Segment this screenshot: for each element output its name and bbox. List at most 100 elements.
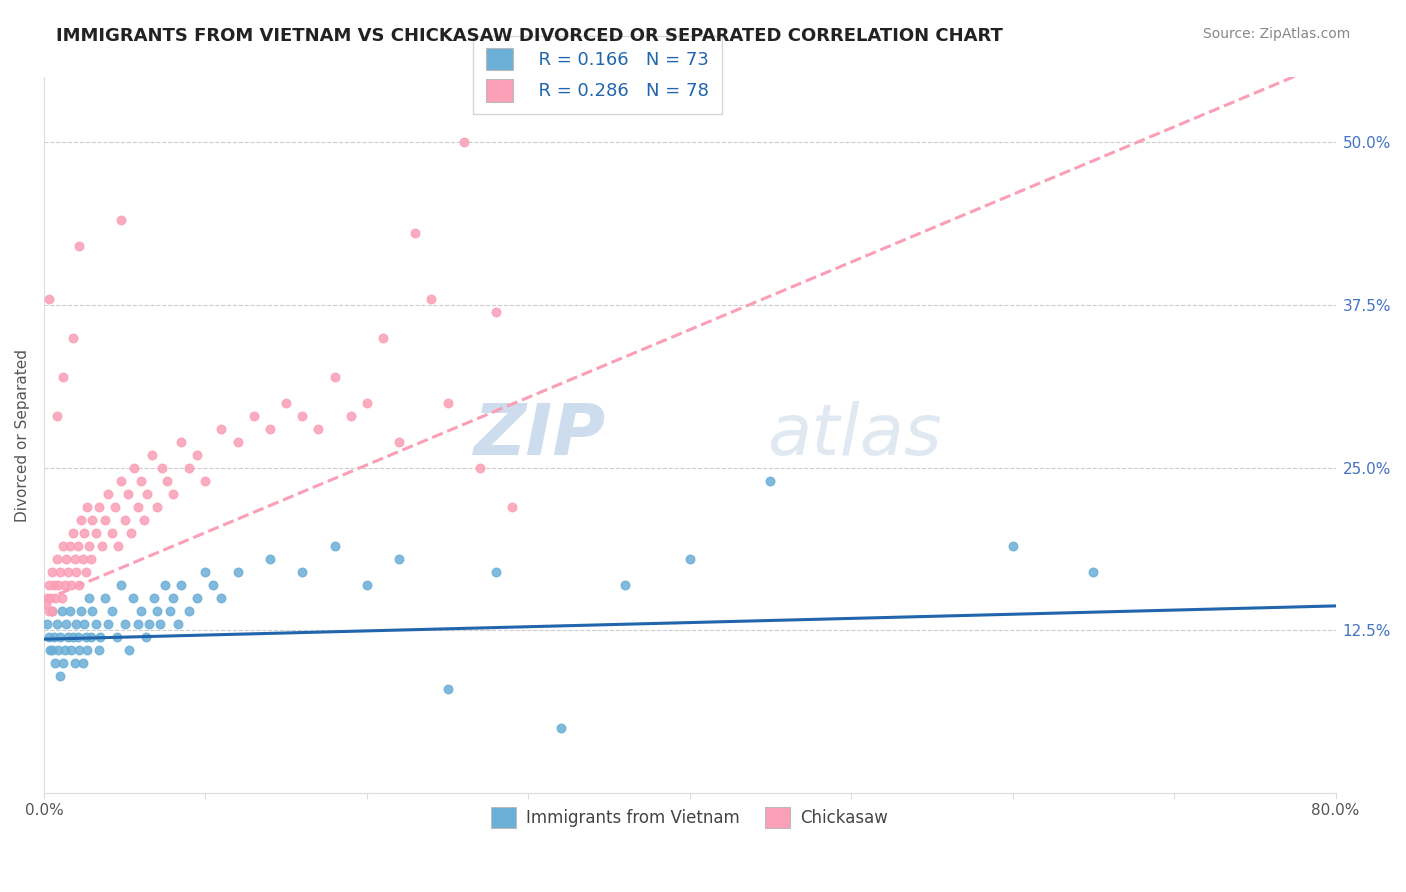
Point <box>53 577 76 591</box>
Point <box>141 448 163 462</box>
Point <box>1083 565 1105 579</box>
Point <box>94 512 117 526</box>
Point <box>45 551 67 566</box>
Point <box>162 591 184 605</box>
Point <box>179 460 201 475</box>
Point <box>77 591 100 605</box>
Point <box>53 642 76 657</box>
Point <box>614 577 637 591</box>
Point <box>110 474 132 488</box>
Point <box>501 500 523 514</box>
Point <box>274 395 297 409</box>
Point <box>211 591 233 605</box>
Point <box>153 577 176 591</box>
Point <box>94 591 117 605</box>
Point <box>38 292 60 306</box>
Point <box>49 565 72 579</box>
Point <box>129 604 152 618</box>
Point <box>100 604 122 618</box>
Point <box>124 460 146 475</box>
Point <box>77 539 100 553</box>
Point <box>45 616 67 631</box>
Point <box>127 616 149 631</box>
Point <box>84 525 107 540</box>
Point <box>243 409 266 423</box>
Point <box>107 539 129 553</box>
Point <box>118 642 141 657</box>
Point <box>117 486 139 500</box>
Legend: Immigrants from Vietnam, Chickasaw: Immigrants from Vietnam, Chickasaw <box>485 801 894 834</box>
Point <box>49 630 72 644</box>
Point <box>44 656 66 670</box>
Point <box>100 525 122 540</box>
Point <box>259 551 281 566</box>
Point <box>60 642 83 657</box>
Point <box>132 512 155 526</box>
Point <box>105 630 128 644</box>
Point <box>49 668 72 682</box>
Point <box>63 656 86 670</box>
Point <box>65 616 87 631</box>
Point <box>76 500 98 514</box>
Point <box>34 597 56 611</box>
Point <box>149 616 172 631</box>
Point <box>67 577 90 591</box>
Point <box>120 525 142 540</box>
Point <box>453 136 475 150</box>
Point <box>65 565 87 579</box>
Point <box>339 409 361 423</box>
Point <box>155 474 177 488</box>
Point <box>114 616 136 631</box>
Point <box>59 604 82 618</box>
Point <box>39 591 62 605</box>
Point <box>150 460 173 475</box>
Point <box>194 565 217 579</box>
Point <box>45 409 67 423</box>
Point <box>211 421 233 435</box>
Point <box>52 656 75 670</box>
Point <box>87 500 110 514</box>
Point <box>356 395 378 409</box>
Point <box>75 565 97 579</box>
Point <box>138 616 160 631</box>
Point <box>66 539 89 553</box>
Point <box>114 512 136 526</box>
Point <box>129 474 152 488</box>
Point <box>226 565 249 579</box>
Point <box>104 500 127 514</box>
Point <box>121 591 143 605</box>
Point <box>291 565 314 579</box>
Point <box>226 434 249 449</box>
Point <box>60 577 83 591</box>
Point <box>80 551 103 566</box>
Point <box>72 551 94 566</box>
Point <box>70 604 93 618</box>
Point <box>1001 539 1024 553</box>
Point <box>38 604 60 618</box>
Point <box>136 486 159 500</box>
Point <box>67 642 90 657</box>
Point <box>42 630 65 644</box>
Point <box>159 604 181 618</box>
Point <box>404 227 426 241</box>
Point <box>72 656 94 670</box>
Point <box>170 577 193 591</box>
Point <box>75 630 97 644</box>
Point <box>307 421 329 435</box>
Point <box>420 292 443 306</box>
Point <box>55 551 77 566</box>
Point <box>76 642 98 657</box>
Point <box>82 512 104 526</box>
Point <box>436 681 458 696</box>
Point <box>62 525 84 540</box>
Point <box>186 448 208 462</box>
Point <box>82 604 104 618</box>
Point <box>44 591 66 605</box>
Point <box>38 630 60 644</box>
Point <box>87 642 110 657</box>
Point <box>162 486 184 500</box>
Text: IMMIGRANTS FROM VIETNAM VS CHICKASAW DIVORCED OR SEPARATED CORRELATION CHART: IMMIGRANTS FROM VIETNAM VS CHICKASAW DIV… <box>56 27 1002 45</box>
Point <box>80 630 103 644</box>
Point <box>679 551 702 566</box>
Point <box>56 630 79 644</box>
